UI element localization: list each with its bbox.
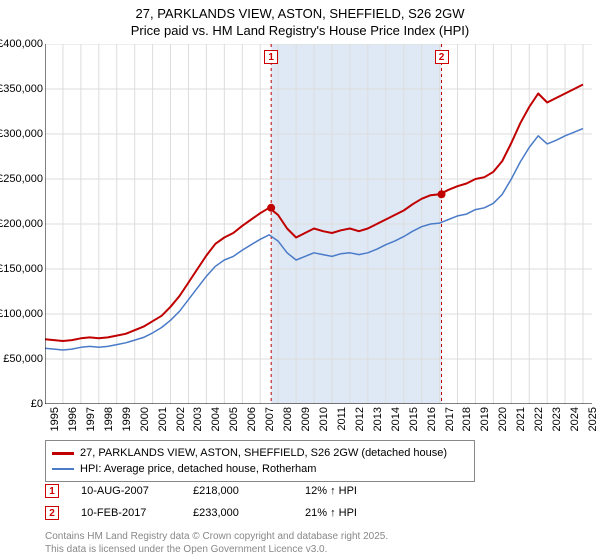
x-tick-label: 2000: [139, 407, 151, 431]
x-tick-label: 2011: [336, 407, 348, 431]
y-tick-label: £250,000: [0, 173, 43, 185]
marker-box-icon: 2: [435, 50, 449, 64]
footer-line2: This data is licensed under the Open Gov…: [45, 543, 388, 556]
legend-swatch-0: [52, 452, 74, 455]
x-tick-label: 2010: [318, 407, 330, 431]
x-tick-label: 2025: [587, 407, 599, 431]
title-block: 27, PARKLANDS VIEW, ASTON, SHEFFIELD, S2…: [0, 0, 600, 40]
sale-row-2: 2 10-FEB-2017 £233,000 21% ↑ HPI: [45, 506, 395, 520]
footer-line1: Contains HM Land Registry data © Crown c…: [45, 530, 388, 543]
x-tick-label: 2022: [533, 407, 545, 431]
sale-pct: 21% ↑ HPI: [305, 507, 395, 519]
x-tick-label: 2006: [246, 407, 258, 431]
legend-swatch-1: [52, 468, 74, 470]
sale-marker-icon: 1: [45, 484, 59, 498]
legend-label-0: 27, PARKLANDS VIEW, ASTON, SHEFFIELD, S2…: [80, 447, 447, 459]
chart-area: [45, 44, 592, 404]
x-tick-label: 1998: [103, 407, 115, 431]
legend-label-1: HPI: Average price, detached house, Roth…: [80, 463, 316, 475]
legend-item-1: HPI: Average price, detached house, Roth…: [52, 461, 468, 477]
x-tick-label: 2008: [282, 407, 294, 431]
x-tick-label: 2001: [157, 407, 169, 431]
y-tick-label: £300,000: [0, 128, 43, 140]
x-tick-label: 2024: [569, 407, 581, 431]
y-tick-label: £100,000: [0, 308, 43, 320]
x-tick-label: 2014: [390, 407, 402, 431]
chart-container: 27, PARKLANDS VIEW, ASTON, SHEFFIELD, S2…: [0, 0, 600, 560]
footer: Contains HM Land Registry data © Crown c…: [45, 530, 388, 556]
y-tick-label: £150,000: [0, 263, 43, 275]
sale-pct: 12% ↑ HPI: [305, 485, 395, 497]
legend: 27, PARKLANDS VIEW, ASTON, SHEFFIELD, S2…: [45, 440, 475, 482]
title-line2: Price paid vs. HM Land Registry's House …: [0, 23, 600, 40]
x-tick-label: 2013: [372, 407, 384, 431]
legend-item-0: 27, PARKLANDS VIEW, ASTON, SHEFFIELD, S2…: [52, 445, 468, 461]
x-tick-label: 2017: [444, 407, 456, 431]
x-tick-label: 1995: [49, 407, 61, 431]
sale-price: £233,000: [193, 507, 283, 519]
x-tick-label: 2009: [300, 407, 312, 431]
sale-marker-icon: 2: [45, 506, 59, 520]
x-tick-label: 2015: [408, 407, 420, 431]
marker-box-icon: 1: [264, 50, 278, 64]
sale-date: 10-FEB-2017: [81, 507, 171, 519]
x-tick-label: 2020: [497, 407, 509, 431]
sale-date: 10-AUG-2007: [81, 485, 171, 497]
y-tick-label: £400,000: [0, 38, 43, 50]
sale-price: £218,000: [193, 485, 283, 497]
x-tick-label: 2012: [354, 407, 366, 431]
x-tick-label: 1999: [121, 407, 133, 431]
chart-svg: [45, 44, 592, 404]
y-tick-label: £0: [31, 398, 43, 410]
x-tick-label: 2003: [192, 407, 204, 431]
sale-row-1: 1 10-AUG-2007 £218,000 12% ↑ HPI: [45, 484, 395, 498]
y-tick-label: £50,000: [3, 353, 43, 365]
x-tick-label: 2005: [228, 407, 240, 431]
x-tick-label: 2021: [515, 407, 527, 431]
x-tick-label: 2007: [264, 407, 276, 431]
title-line1: 27, PARKLANDS VIEW, ASTON, SHEFFIELD, S2…: [0, 6, 600, 23]
x-tick-label: 1997: [85, 407, 97, 431]
x-tick-label: 2019: [479, 407, 491, 431]
x-tick-label: 2018: [461, 407, 473, 431]
x-tick-label: 2023: [551, 407, 563, 431]
y-tick-label: £200,000: [0, 218, 43, 230]
x-tick-label: 2002: [175, 407, 187, 431]
x-tick-label: 2004: [210, 407, 222, 431]
x-tick-label: 2016: [426, 407, 438, 431]
x-tick-label: 1996: [67, 407, 79, 431]
y-tick-label: £350,000: [0, 83, 43, 95]
